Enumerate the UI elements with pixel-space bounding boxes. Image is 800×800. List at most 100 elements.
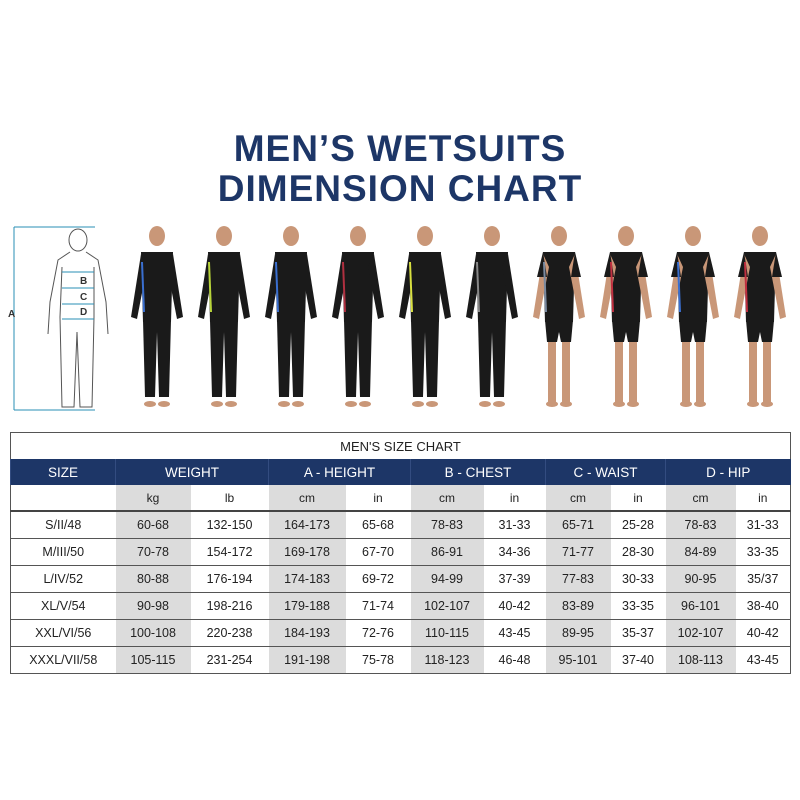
table-row: XXXL/VII/58 105-115 231-254 191-198 75-78 118… [10, 646, 792, 674]
label-b: B [80, 276, 87, 287]
model-figure [198, 226, 250, 407]
value-cell: 46-48 [483, 646, 546, 674]
value-cell: 118-123 [410, 646, 484, 674]
value-cell: 84-89 [665, 538, 736, 566]
value-cell: 108-113 [665, 646, 736, 674]
value-cell: 28-30 [610, 538, 666, 566]
value-cell: 75-78 [345, 646, 411, 674]
value-cell: 77-83 [545, 565, 611, 593]
table-row: L/IV/52 80-88 176-194 174-183 69-72 94-99 37-3… [10, 565, 792, 593]
value-cell: 34-36 [483, 538, 546, 566]
unit-cell: in [735, 485, 792, 512]
value-cell: 71-74 [345, 592, 411, 620]
header-chest: B - CHEST [410, 459, 546, 485]
size-cell: XL/V/54 [10, 592, 116, 620]
table-caption: MEN'S SIZE CHART [9, 432, 792, 459]
value-cell: 132-150 [190, 511, 269, 539]
model-figure [600, 226, 652, 407]
unit-cell: cm [268, 485, 346, 512]
label-d: D [80, 307, 87, 318]
value-cell: 78-83 [665, 511, 736, 539]
unit-cell: cm [410, 485, 484, 512]
value-cell: 154-172 [190, 538, 269, 566]
value-cell: 35-37 [610, 619, 666, 647]
value-cell: 30-33 [610, 565, 666, 593]
model-figure [332, 226, 384, 407]
value-cell: 169-178 [268, 538, 346, 566]
value-cell: 164-173 [268, 511, 346, 539]
value-cell: 33-35 [610, 592, 666, 620]
size-chart-table: MEN'S SIZE CHART SIZE WEIGHT A - HEIGHT … [9, 432, 792, 674]
header-waist: C - WAIST [545, 459, 666, 485]
value-cell: 69-72 [345, 565, 411, 593]
label-c: C [80, 292, 87, 303]
value-cell: 94-99 [410, 565, 484, 593]
wetsuit-models [131, 226, 786, 407]
model-figure [265, 226, 317, 407]
value-cell: 37-39 [483, 565, 546, 593]
header-weight: WEIGHT [115, 459, 269, 485]
value-cell: 100-108 [115, 619, 191, 647]
value-cell: 78-83 [410, 511, 484, 539]
value-cell: 105-115 [115, 646, 191, 674]
value-cell: 86-91 [410, 538, 484, 566]
size-cell: XXL/VI/56 [10, 619, 116, 647]
value-cell: 72-76 [345, 619, 411, 647]
value-cell: 25-28 [610, 511, 666, 539]
body-outline-icon [47, 228, 109, 408]
units-row: kg lb cm in cm in cm in cm in [10, 485, 792, 512]
table-row: S/II/48 60-68 132-150 164-173 65-68 78-83 31-3… [10, 511, 792, 539]
title-line-1: MEN’S WETSUITS [233, 128, 567, 169]
title-line-2: DIMENSION CHART [217, 168, 583, 209]
body-measurement-diagram: A B C D [8, 226, 109, 411]
value-cell: 176-194 [190, 565, 269, 593]
unit-cell: in [483, 485, 546, 512]
unit-cell [10, 485, 116, 512]
model-figure [734, 226, 786, 407]
header-height: A - HEIGHT [268, 459, 411, 485]
unit-cell: in [345, 485, 411, 512]
model-figure [131, 226, 183, 407]
unit-cell: cm [545, 485, 611, 512]
value-cell: 90-98 [115, 592, 191, 620]
value-cell: 83-89 [545, 592, 611, 620]
value-cell: 90-95 [665, 565, 736, 593]
value-cell: 80-88 [115, 565, 191, 593]
size-cell: M/III/50 [10, 538, 116, 566]
value-cell: 102-107 [410, 592, 484, 620]
value-cell: 40-42 [483, 592, 546, 620]
value-cell: 38-40 [735, 592, 792, 620]
value-cell: 43-45 [735, 646, 792, 674]
value-cell: 191-198 [268, 646, 346, 674]
label-a: A [8, 309, 15, 320]
value-cell: 65-68 [345, 511, 411, 539]
value-cell: 31-33 [483, 511, 546, 539]
table-row: XXL/VI/56 100-108 220-238 184-193 72-76 110-1… [10, 619, 792, 647]
value-cell: 60-68 [115, 511, 191, 539]
value-cell: 40-42 [735, 619, 792, 647]
value-cell: 96-101 [665, 592, 736, 620]
value-cell: 110-115 [410, 619, 484, 647]
value-cell: 231-254 [190, 646, 269, 674]
unit-cell: cm [665, 485, 736, 512]
table-row: XL/V/54 90-98 198-216 179-188 71-74 102-107 40… [10, 592, 792, 620]
value-cell: 102-107 [665, 619, 736, 647]
model-figure [667, 226, 719, 407]
size-cell: XXXL/VII/58 [10, 646, 116, 674]
value-cell: 174-183 [268, 565, 346, 593]
value-cell: 43-45 [483, 619, 546, 647]
header-size: SIZE [10, 459, 116, 485]
value-cell: 184-193 [268, 619, 346, 647]
model-figure [399, 226, 451, 407]
header-hip: D - HIP [664, 459, 791, 485]
value-cell: 67-70 [345, 538, 411, 566]
value-cell: 198-216 [190, 592, 269, 620]
size-cell: S/II/48 [10, 511, 116, 539]
value-cell: 37-40 [610, 646, 666, 674]
value-cell: 70-78 [115, 538, 191, 566]
value-cell: 220-238 [190, 619, 269, 647]
value-cell: 179-188 [268, 592, 346, 620]
size-cell: L/IV/52 [10, 565, 116, 593]
value-cell: 89-95 [545, 619, 611, 647]
